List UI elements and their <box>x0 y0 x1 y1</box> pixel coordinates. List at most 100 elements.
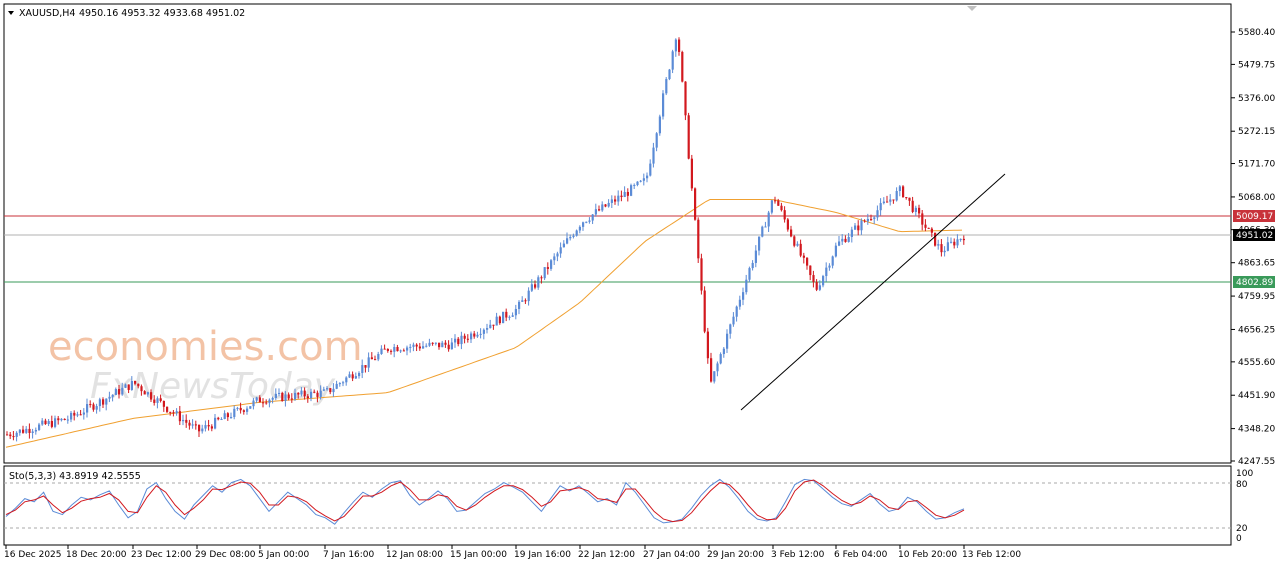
candle-body <box>726 333 729 349</box>
candle-body <box>870 218 873 220</box>
candle-body <box>322 389 325 391</box>
candle-body <box>905 197 908 199</box>
candle-body <box>246 408 249 412</box>
candle-body <box>220 419 223 421</box>
candle-body <box>143 391 146 395</box>
candle-body <box>790 229 793 237</box>
candle-body <box>82 412 85 415</box>
candle-body <box>102 399 105 405</box>
candle-body <box>162 400 165 407</box>
candle-body <box>41 420 44 425</box>
candle-body <box>156 398 159 403</box>
candle-body <box>169 411 172 413</box>
candle-body <box>902 186 905 198</box>
candle-body <box>57 418 60 421</box>
candle-body <box>953 241 956 246</box>
candle-body <box>572 235 575 237</box>
candle-body <box>860 220 863 231</box>
candle-body <box>476 334 479 337</box>
candle-body <box>274 393 277 398</box>
candle-body <box>319 390 322 397</box>
candle-body <box>332 388 335 393</box>
candle-body <box>242 410 245 412</box>
candle-body <box>345 377 348 383</box>
candle-body <box>457 338 460 345</box>
candle-body <box>108 396 111 399</box>
candle-body <box>402 350 405 352</box>
candle-body <box>745 279 748 293</box>
candle-body <box>719 354 722 364</box>
candle-body <box>658 116 661 134</box>
candle-body <box>809 265 812 276</box>
candle-body <box>271 397 274 400</box>
candle-body <box>780 205 783 211</box>
candle-body <box>492 324 495 326</box>
candle-body <box>34 429 37 432</box>
stochastic-lines <box>5 478 965 525</box>
candle-body <box>444 342 447 345</box>
candle-body <box>146 392 149 395</box>
candle-body <box>204 425 207 429</box>
candle-body <box>959 238 962 240</box>
candle-body <box>390 350 393 352</box>
time-tick-label: 16 Dec 2025 <box>4 550 62 560</box>
chart-shift-marker[interactable] <box>967 6 977 11</box>
time-tick-label: 15 Jan 00:00 <box>450 550 507 560</box>
candle-body <box>287 394 290 399</box>
candle-body <box>614 199 617 202</box>
stoch-level-80: 80 <box>1236 480 1248 490</box>
candle-body <box>377 354 380 360</box>
candle-body <box>399 350 402 352</box>
candle-body <box>962 238 965 241</box>
candle-body <box>892 199 895 201</box>
candle-body <box>502 311 505 324</box>
price-tick-label: 5068.00 <box>1238 193 1275 203</box>
candle-body <box>511 315 514 317</box>
candle-body <box>329 388 332 393</box>
candle-body <box>150 392 153 400</box>
candle-body <box>434 342 437 344</box>
price-tick-label: 4759.95 <box>1238 292 1275 302</box>
candle-body <box>767 212 770 227</box>
price-tick-label: 4656.25 <box>1238 325 1275 335</box>
symbol-menu-icon[interactable] <box>8 11 14 15</box>
candle-body <box>799 243 802 256</box>
candle-body <box>633 185 636 187</box>
candle-body <box>617 195 620 202</box>
candle-body <box>268 399 271 404</box>
symbol-label: XAUUSD,H4 <box>19 8 75 19</box>
candle-body <box>604 204 607 207</box>
candle-body <box>774 200 777 202</box>
candle-body <box>742 292 745 300</box>
candle-body <box>130 380 133 390</box>
indicator-pane-frame <box>3 465 1232 546</box>
candle-body <box>98 399 101 407</box>
stoch-signal-line <box>5 479 965 523</box>
candle-body <box>111 394 114 397</box>
candle-body <box>44 420 47 425</box>
candle-body <box>300 390 303 395</box>
candle-body <box>918 207 921 214</box>
candle-body <box>886 201 889 203</box>
candle-body <box>854 225 857 230</box>
time-tick-label: 22 Jan 12:00 <box>578 550 635 560</box>
candle-body <box>857 225 860 231</box>
candle-body <box>882 201 885 204</box>
candle-body <box>460 335 463 345</box>
candle-body <box>50 421 53 427</box>
candle-body <box>191 424 194 426</box>
candle-body <box>639 180 642 182</box>
candle-body <box>649 163 652 176</box>
price-tick-label: 4247.55 <box>1238 457 1275 467</box>
candle-body <box>716 363 719 372</box>
support-tag-bg <box>1233 276 1275 288</box>
time-tick-label: 12 Jan 08:00 <box>386 550 443 560</box>
candle-body <box>697 219 700 259</box>
candle-body <box>258 397 261 403</box>
trendline[interactable] <box>740 173 1006 411</box>
candle-body <box>751 262 754 269</box>
time-tick-label: 19 Jan 16:00 <box>514 550 571 560</box>
candle-body <box>194 424 197 426</box>
candle-body <box>937 244 940 246</box>
